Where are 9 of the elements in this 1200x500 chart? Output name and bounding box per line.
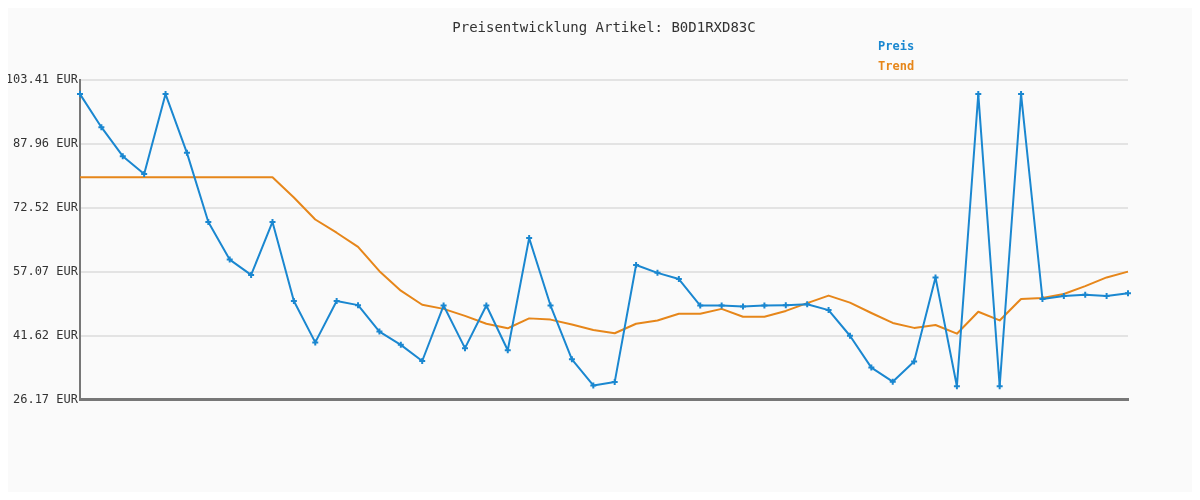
y-tick-label: 41.62 EUR bbox=[12, 327, 79, 342]
text: Trend bbox=[878, 59, 915, 74]
y-tick-label: 57.07 EUR bbox=[12, 263, 79, 278]
text: Preis bbox=[878, 39, 915, 54]
y-tick-label: 87.96 EUR bbox=[12, 136, 79, 151]
y-tick-label: 103.41 EUR bbox=[5, 72, 79, 87]
y-tick-label: 26.17 EUR bbox=[12, 391, 79, 406]
y-tick-label: 72.52 EUR bbox=[12, 199, 79, 214]
chart-title: Preisentwicklung Artikel: B0D1RXD83C bbox=[452, 18, 756, 35]
